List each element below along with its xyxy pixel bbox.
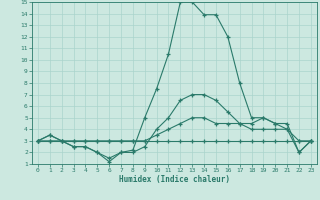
X-axis label: Humidex (Indice chaleur): Humidex (Indice chaleur)	[119, 175, 230, 184]
